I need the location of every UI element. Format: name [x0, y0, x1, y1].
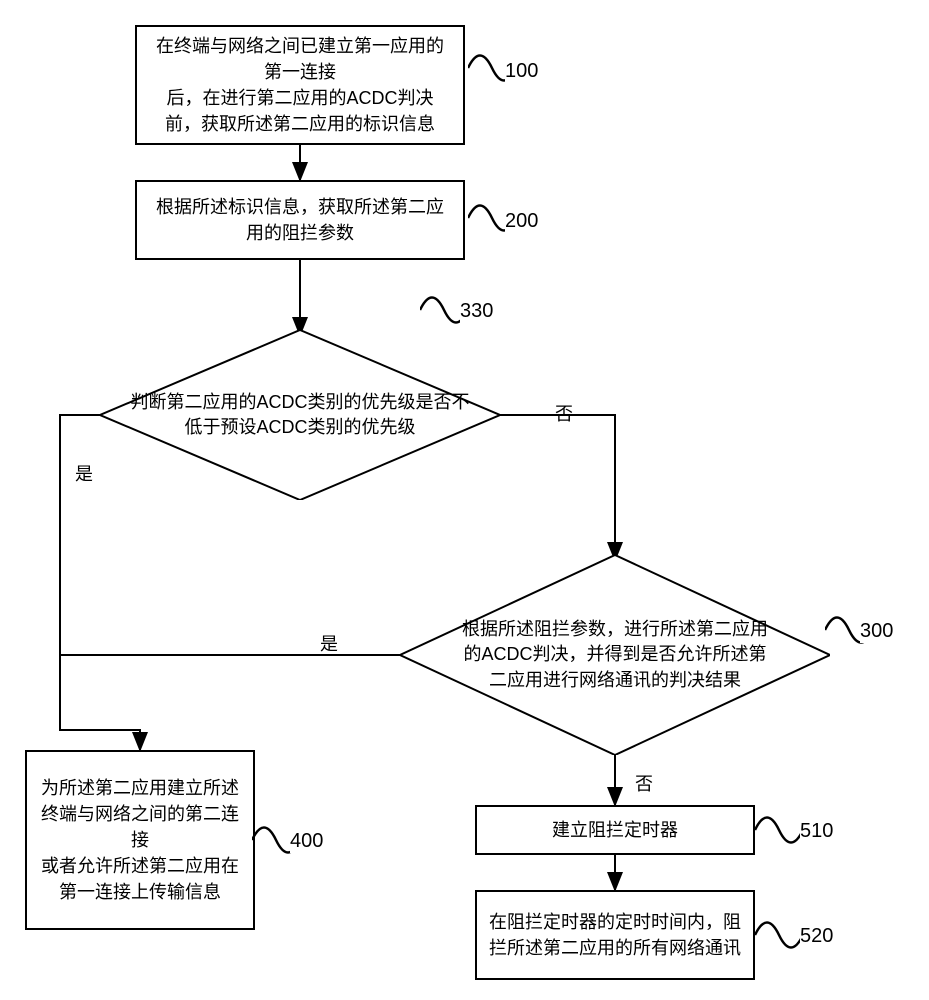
node-text: 判断第二应用的ACDC类别的优先级是否不低于预设ACDC类别的优先级	[100, 390, 500, 440]
node-label-200: 200	[505, 210, 538, 233]
decision-node-330: 判断第二应用的ACDC类别的优先级是否不低于预设ACDC类别的优先级	[100, 330, 500, 500]
node-label-300: 300	[860, 620, 893, 643]
node-label-330: 330	[460, 300, 493, 323]
node-label-510: 510	[800, 820, 833, 843]
process-node-200: 根据所述标识信息，获取所述第二应用的阻拦参数	[135, 180, 465, 260]
node-label-520: 520	[800, 925, 833, 948]
node-text: 在终端与网络之间已建立第一应用的第一连接后，在进行第二应用的ACDC判决前，获取…	[149, 33, 451, 137]
node-label-100: 100	[505, 60, 538, 83]
edge-label-yes-300: 是	[320, 630, 338, 656]
decision-node-300: 根据所述阻拦参数，进行所述第二应用的ACDC判决，并得到是否允许所述第二应用进行…	[400, 555, 830, 755]
process-node-100: 在终端与网络之间已建立第一应用的第一连接后，在进行第二应用的ACDC判决前，获取…	[135, 25, 465, 145]
process-node-400: 为所述第二应用建立所述终端与网络之间的第二连接或者允许所述第二应用在第一连接上传…	[25, 750, 255, 930]
process-node-520: 在阻拦定时器的定时时间内，阻拦所述第二应用的所有网络通讯	[475, 890, 755, 980]
node-text: 建立阻拦定时器	[552, 817, 678, 843]
node-text: 在阻拦定时器的定时时间内，阻拦所述第二应用的所有网络通讯	[489, 909, 741, 961]
edge-label-yes-330: 是	[75, 460, 93, 486]
process-node-510: 建立阻拦定时器	[475, 805, 755, 855]
node-text: 为所述第二应用建立所述终端与网络之间的第二连接或者允许所述第二应用在第一连接上传…	[39, 775, 241, 905]
edge-label-no-300: 否	[635, 770, 653, 796]
node-label-400: 400	[290, 830, 323, 853]
node-text: 根据所述标识信息，获取所述第二应用的阻拦参数	[149, 194, 451, 246]
node-text: 根据所述阻拦参数，进行所述第二应用的ACDC判决，并得到是否允许所述第二应用进行…	[400, 617, 830, 693]
edge-label-no-330: 否	[555, 400, 573, 426]
